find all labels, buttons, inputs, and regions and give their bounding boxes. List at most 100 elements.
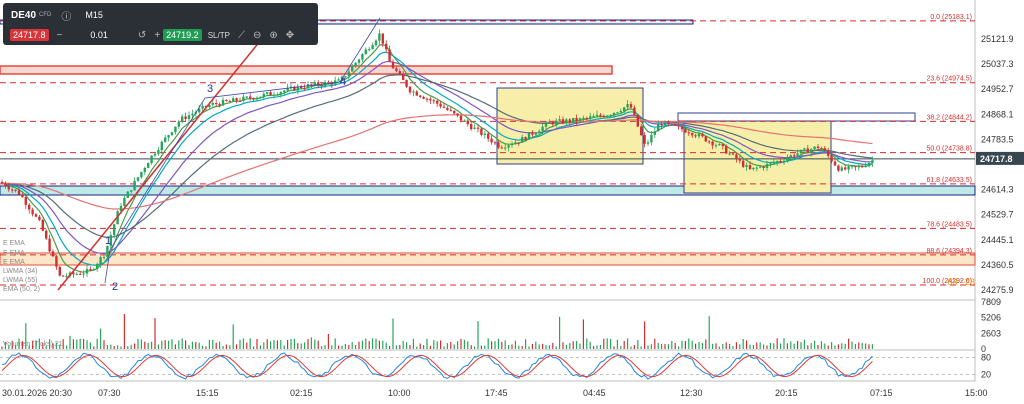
candle-body [476, 127, 480, 129]
candle-body [725, 146, 728, 154]
box-2-top-marker [677, 112, 916, 122]
candle-body [803, 148, 806, 150]
candle-body [844, 167, 847, 170]
candle-body [810, 149, 813, 153]
candle-body [470, 124, 473, 130]
candle-body [167, 135, 170, 138]
candle-body [830, 155, 833, 162]
consolidation-box-2 [683, 120, 832, 194]
candle-body [762, 166, 765, 168]
time-tick-label: 15:15 [196, 388, 219, 398]
zoom-in-icon[interactable]: ⊕ [269, 29, 278, 41]
fib-label: 78.6 (24483.5) [926, 221, 972, 228]
ema-50-line [1, 114, 873, 210]
candle-body [374, 40, 378, 46]
candle-body [34, 214, 38, 217]
candle-body [674, 123, 677, 126]
time-tick-label: 15:00 [965, 388, 988, 398]
zoom-out-icon[interactable]: ⊖ [252, 29, 262, 41]
candle-body [191, 113, 194, 116]
buy-button[interactable]: 24719.2 [163, 29, 202, 41]
candle-body [507, 145, 510, 148]
candle-body [313, 82, 316, 85]
candle-body [680, 126, 684, 130]
reset-icon[interactable]: ↺ [137, 29, 147, 41]
candle-body [62, 275, 65, 277]
draw-line-icon[interactable]: ⟋ [237, 29, 245, 41]
candle-body [119, 205, 123, 212]
candle-body [755, 167, 758, 169]
candle-body [235, 98, 238, 101]
candle-body [310, 84, 313, 86]
candle-body [415, 91, 418, 96]
candle-body [500, 147, 503, 149]
candle-body [378, 33, 381, 41]
decrease-quantity-button[interactable]: − [56, 29, 63, 41]
candle-body [867, 162, 871, 167]
candle-body [742, 160, 745, 167]
symbol-name[interactable]: DE40 [11, 9, 37, 21]
candle-body [589, 116, 592, 118]
volume-tick-label: 7809 [981, 297, 1001, 307]
wave-label: 2 [112, 281, 118, 293]
candle-body [357, 59, 361, 63]
candle-body [266, 92, 269, 94]
candle-body [466, 120, 469, 125]
candle-body [871, 160, 874, 163]
candle-body [45, 230, 48, 239]
price-tick-label: 24275.9 [981, 285, 1014, 295]
candle-body [704, 136, 707, 142]
candle-body [541, 126, 544, 132]
time-tick-label: 30.01.2026 20:30 [2, 388, 72, 398]
candle-body [521, 137, 524, 143]
candle-body [861, 166, 864, 168]
price-tick-label: 24529.7 [981, 210, 1014, 220]
fib-label: 50.0 (24738.8) [926, 146, 972, 153]
candle-body [24, 197, 27, 205]
candle-body [422, 96, 425, 99]
candle-body [102, 257, 106, 259]
candle-body [181, 116, 184, 122]
candle-body [174, 126, 177, 133]
candle-body [225, 99, 228, 101]
price-tick-label: 25037.3 [981, 59, 1014, 69]
candle-body [442, 106, 446, 108]
candle-body [748, 165, 752, 170]
candle-body [38, 216, 41, 221]
candle-body [660, 124, 663, 126]
wave-label: 4 [340, 76, 346, 88]
crosshair-icon[interactable]: ✥ [285, 29, 295, 41]
candle-body [408, 86, 412, 93]
candle-body [759, 166, 762, 168]
candle-body [402, 73, 405, 80]
candle-body [391, 61, 395, 69]
candle-body [820, 148, 823, 150]
candle-body [606, 115, 609, 117]
candle-body [419, 95, 422, 97]
candle-body [650, 134, 653, 143]
timeframe-selector[interactable]: M15 [85, 10, 103, 20]
quantity-input[interactable]: 0.01 [90, 30, 108, 40]
increase-quantity-button[interactable]: + [154, 29, 161, 41]
candle-body [490, 138, 493, 143]
info-icon[interactable]: ⓘ [61, 11, 72, 23]
candle-body [140, 171, 143, 178]
sell-button[interactable]: 24717.8 [10, 29, 49, 41]
candle-body [11, 189, 14, 191]
candle-body [425, 98, 429, 100]
candle-body [48, 238, 51, 252]
indicator-legend-1: E EMA [3, 240, 25, 247]
sltp-button[interactable]: SL/TP [207, 30, 230, 40]
candle-body [572, 117, 575, 123]
price-tick-label: 24445.1 [981, 235, 1014, 245]
candle-body [160, 141, 163, 151]
candle-body [677, 125, 680, 127]
candle-body [293, 86, 296, 91]
candle-body [796, 153, 799, 157]
candle-body [524, 137, 527, 140]
candle-body [147, 163, 150, 168]
candle-body [82, 273, 85, 275]
wave-label: 1 [105, 235, 111, 247]
candle-body [170, 132, 174, 136]
